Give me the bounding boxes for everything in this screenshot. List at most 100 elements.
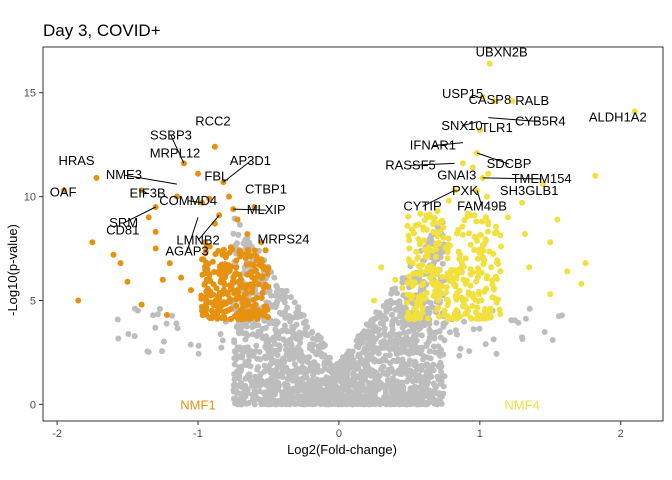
- background-point: [382, 370, 389, 377]
- background-point: [309, 347, 316, 354]
- density-point: [250, 282, 257, 289]
- background-point: [361, 397, 368, 404]
- density-point: [482, 305, 489, 312]
- background-point: [412, 359, 419, 366]
- background-point: [416, 372, 423, 379]
- density-point: [490, 250, 497, 257]
- background-point: [380, 363, 387, 370]
- nmf4-point: [578, 280, 585, 287]
- density-point: [215, 298, 222, 305]
- background-point: [406, 390, 413, 397]
- nmf4-point: [554, 216, 561, 223]
- background-point: [412, 331, 419, 338]
- background-point: [401, 304, 408, 311]
- background-point: [378, 345, 385, 352]
- nmf4-point: [592, 172, 599, 179]
- background-point: [263, 335, 270, 342]
- background-point: [262, 355, 269, 362]
- density-point: [231, 278, 238, 285]
- density-point: [495, 261, 502, 267]
- background-point: [302, 385, 309, 392]
- density-point: [251, 252, 258, 259]
- gene-label: CYB5R4: [515, 114, 566, 129]
- nmf4-point: [564, 268, 571, 275]
- density-point: [491, 230, 498, 237]
- background-point: [236, 346, 243, 353]
- gene-label: IFNAR1: [410, 138, 456, 153]
- background-point: [231, 337, 238, 344]
- density-point: [223, 308, 230, 314]
- background-point: [282, 294, 289, 300]
- x-tick-label: -1: [193, 428, 203, 440]
- nmf1-point: [93, 174, 100, 181]
- background-point: [236, 221, 243, 228]
- nmf1-point: [223, 251, 230, 258]
- density-point: [221, 316, 228, 322]
- nmf4-point: [476, 127, 483, 134]
- density-point: [262, 247, 269, 254]
- background-point: [418, 332, 425, 339]
- background-point: [291, 388, 298, 395]
- density-point: [482, 214, 489, 221]
- nmf1-point: [61, 187, 68, 194]
- background-point: [406, 395, 413, 402]
- background-point: [373, 328, 380, 334]
- background-point: [402, 361, 409, 368]
- background-point: [389, 311, 395, 318]
- density-point: [225, 268, 232, 275]
- background-point: [382, 391, 389, 398]
- background-point: [251, 401, 258, 408]
- background-point: [328, 401, 335, 408]
- background-point: [271, 347, 278, 354]
- background-point: [439, 260, 446, 267]
- background-point: [283, 327, 290, 334]
- density-point: [445, 298, 452, 305]
- background-point: [305, 399, 312, 405]
- density-point: [227, 316, 234, 322]
- background-point: [231, 371, 238, 378]
- gene-label: RALB: [515, 93, 549, 108]
- background-point: [150, 312, 157, 319]
- background-point: [248, 378, 254, 385]
- background-point: [276, 335, 282, 342]
- density-point: [403, 299, 410, 306]
- density-point: [423, 254, 430, 261]
- background-point: [405, 376, 412, 383]
- density-point: [466, 230, 472, 237]
- density-point: [233, 296, 240, 303]
- density-point: [220, 290, 227, 297]
- x-tick-label: -2: [52, 428, 62, 440]
- background-point: [541, 329, 548, 335]
- density-point: [424, 315, 431, 322]
- background-point: [389, 340, 396, 347]
- density-point: [203, 311, 210, 318]
- background-point: [271, 397, 278, 404]
- density-point: [210, 281, 217, 288]
- group-labels: NMF1 NMF4: [180, 397, 539, 412]
- background-point: [440, 383, 447, 390]
- background-point: [169, 312, 175, 319]
- y-tick-label: 0: [30, 399, 36, 411]
- background-point: [350, 370, 357, 377]
- density-point: [477, 232, 484, 238]
- density-point: [471, 212, 478, 219]
- background-point: [256, 388, 263, 395]
- nmf4-point: [540, 181, 547, 188]
- density-point: [430, 228, 437, 235]
- nmf4-point: [505, 214, 511, 221]
- background-point: [272, 327, 279, 334]
- density-point: [200, 256, 207, 263]
- background-point: [370, 317, 377, 324]
- density-point: [244, 308, 251, 315]
- density-point: [434, 233, 441, 240]
- nmf1-point: [145, 214, 152, 221]
- background-point: [285, 393, 292, 399]
- background-point: [233, 399, 240, 406]
- density-point: [225, 262, 232, 269]
- background-point: [435, 343, 442, 350]
- background-point: [232, 349, 239, 356]
- density-point: [259, 289, 266, 296]
- background-point: [271, 274, 278, 281]
- background-point: [319, 387, 326, 394]
- background-point: [372, 348, 379, 355]
